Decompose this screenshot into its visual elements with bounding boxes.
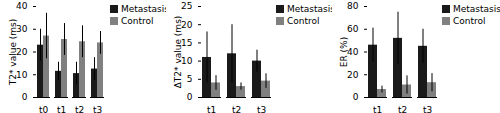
html-text:Control: Control: [453, 16, 486, 26]
svg-text:t1: t1: [57, 105, 66, 113]
svg-text:t3: t3: [423, 105, 432, 113]
svg-text:80: 80: [347, 1, 359, 11]
html-text:Control: Control: [287, 16, 320, 26]
html-text:Metastasis: Metastasis: [287, 4, 335, 14]
svg-text:t3: t3: [93, 105, 102, 113]
svg-text:t3: t3: [257, 105, 266, 113]
svg-text:10: 10: [16, 69, 28, 80]
svg-text:ER (%): ER (%): [339, 37, 349, 67]
svg-text:T2* value (ms): T2* value (ms): [8, 19, 18, 87]
svg-text:t0: t0: [39, 105, 49, 113]
svg-text:0: 0: [353, 92, 359, 102]
svg-text:60: 60: [347, 24, 359, 34]
svg-text:5: 5: [187, 74, 193, 84]
svg-text:15: 15: [181, 37, 193, 48]
svg-text:40: 40: [16, 1, 28, 11]
svg-text:30: 30: [16, 24, 28, 35]
svg-text:25: 25: [181, 1, 192, 11]
html-text:Metastasis: Metastasis: [453, 4, 500, 14]
svg-text:20: 20: [181, 19, 193, 30]
html-text:Control: Control: [121, 16, 154, 26]
svg-text:t2: t2: [398, 105, 407, 113]
svg-text:0: 0: [187, 92, 193, 102]
svg-text:0: 0: [22, 92, 28, 102]
svg-text:10: 10: [181, 56, 193, 66]
svg-text:20: 20: [16, 46, 28, 57]
svg-text:ΔT2* value (ms): ΔT2* value (ms): [173, 16, 183, 89]
svg-text:t1: t1: [207, 105, 216, 113]
svg-text:t1: t1: [373, 105, 382, 113]
svg-text:t2: t2: [232, 105, 241, 113]
svg-text:20: 20: [347, 70, 359, 80]
html-text:Metastasis: Metastasis: [121, 4, 169, 14]
svg-text:40: 40: [347, 46, 359, 57]
svg-text:t2: t2: [75, 105, 84, 113]
